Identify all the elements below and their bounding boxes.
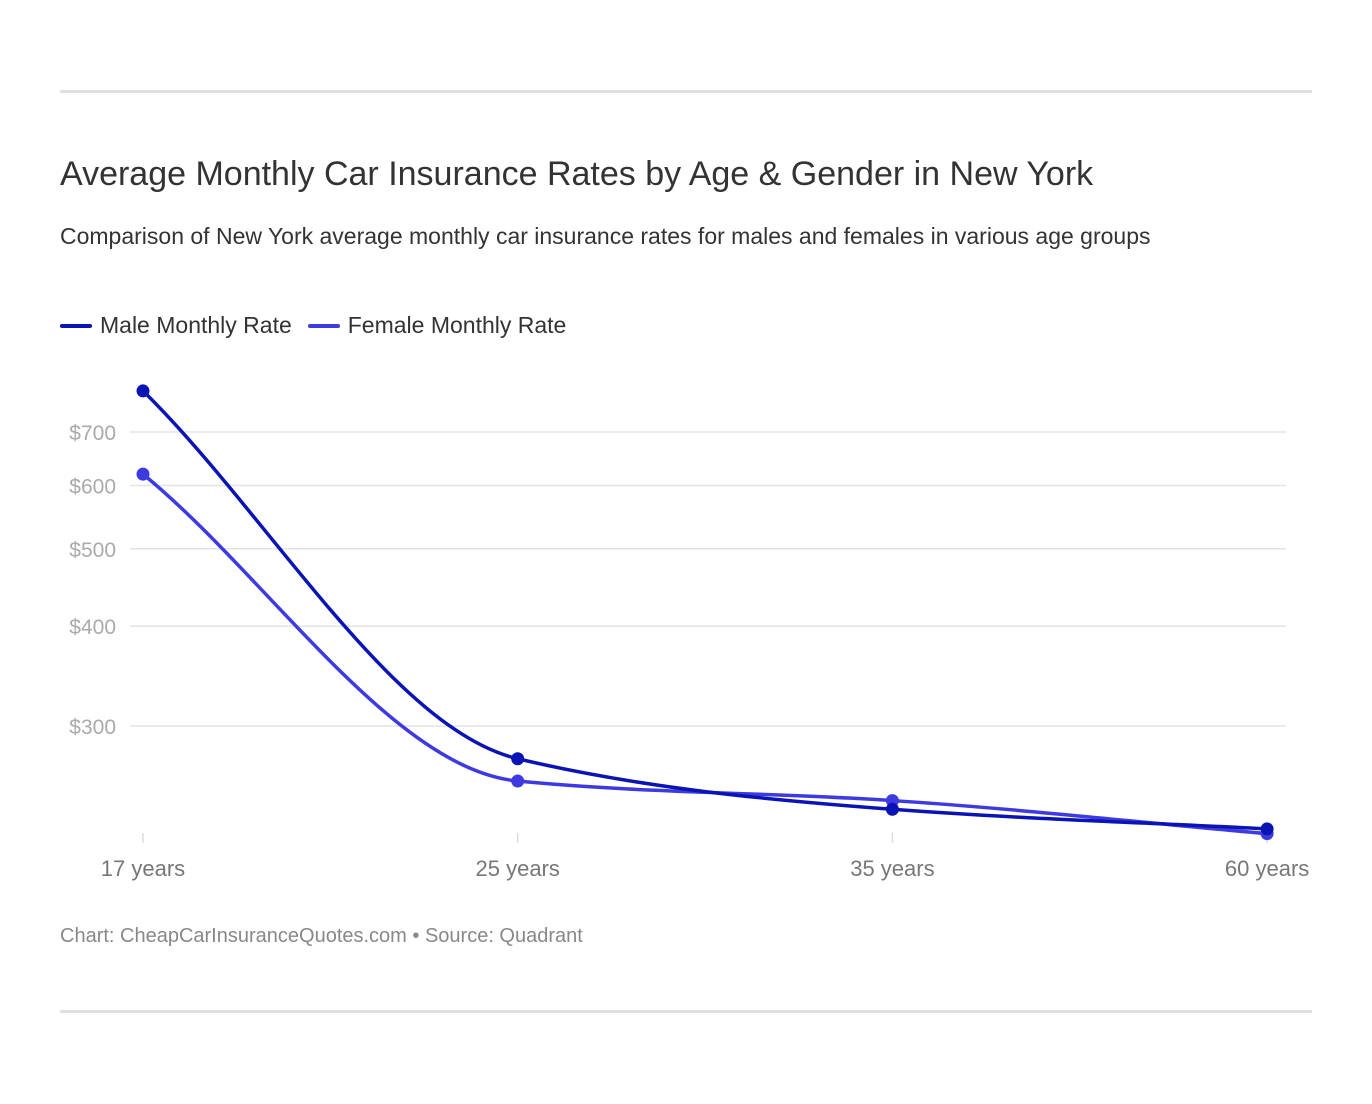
legend-label: Female Monthly Rate bbox=[347, 312, 567, 338]
y-tick-label: $400 bbox=[69, 616, 116, 639]
legend-swatch bbox=[307, 323, 340, 328]
y-tick-label: $500 bbox=[69, 539, 116, 562]
x-tick-label: 35 years bbox=[850, 856, 934, 881]
legend-item-female[interactable]: Female Monthly Rate bbox=[307, 312, 567, 339]
data-point bbox=[136, 467, 150, 481]
series-line bbox=[141, 389, 1268, 831]
data-point bbox=[136, 384, 150, 398]
data-point bbox=[511, 752, 525, 766]
legend-label: Male Monthly Rate bbox=[100, 312, 292, 338]
legend: Male Monthly Rate Female Monthly Rate bbox=[60, 312, 566, 339]
series-line bbox=[141, 472, 1268, 836]
legend-swatch bbox=[60, 323, 92, 328]
chart-title: Average Monthly Car Insurance Rates by A… bbox=[60, 155, 1094, 193]
chart-subtitle: Comparison of New York average monthly c… bbox=[60, 223, 1151, 249]
data-point bbox=[885, 802, 899, 816]
legend-item-male[interactable]: Male Monthly Rate bbox=[60, 312, 292, 339]
bottom-divider bbox=[60, 1010, 1312, 1013]
x-tick-label: 60 years bbox=[1225, 856, 1309, 881]
data-point bbox=[511, 774, 525, 788]
y-tick-label: $600 bbox=[69, 475, 116, 498]
x-tick-label: 17 years bbox=[101, 856, 185, 881]
y-tick-label: $700 bbox=[69, 422, 116, 445]
chart-footer: Chart: CheapCarInsuranceQuotes.com • Sou… bbox=[60, 925, 583, 947]
x-tick-label: 25 years bbox=[476, 856, 560, 881]
data-point bbox=[1260, 822, 1274, 836]
y-tick-label: $300 bbox=[69, 716, 116, 739]
top-divider bbox=[60, 90, 1312, 93]
